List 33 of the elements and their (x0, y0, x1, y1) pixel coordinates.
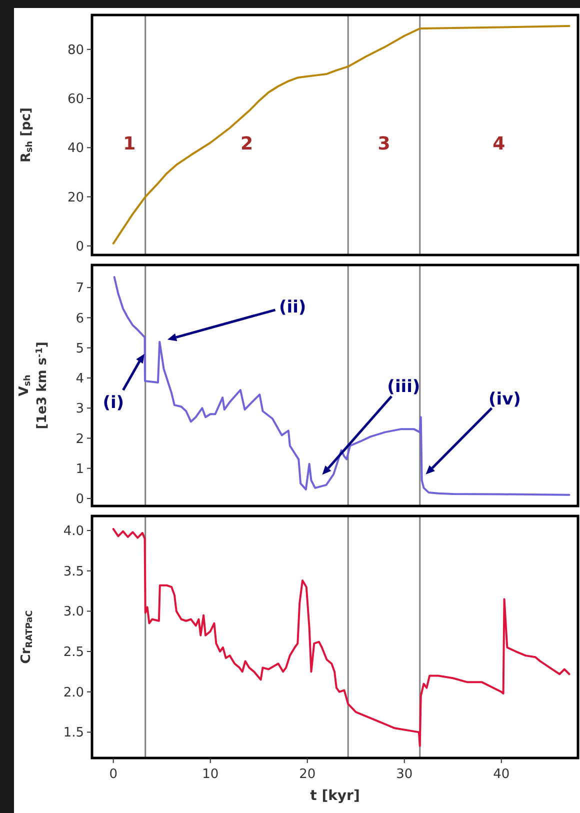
y-tick-label: 3.0 (63, 604, 84, 620)
annotation: (iii) (387, 376, 420, 397)
annotation: 4 (492, 133, 506, 154)
y-tick-label: 1 (76, 462, 84, 477)
annotation: (ii) (279, 297, 306, 318)
y-tick-label: 0 (76, 492, 84, 508)
annotation: 2 (240, 133, 253, 154)
y-tick-label: 6 (76, 311, 84, 326)
y-tick-label: 40 (67, 141, 84, 156)
annotation: (iv) (488, 389, 521, 410)
x-tick-label: 30 (396, 767, 413, 782)
annotation: (i) (102, 392, 124, 413)
y-tick-label: 2.5 (63, 645, 84, 660)
y-tick-label: 60 (67, 92, 84, 108)
x-tick-label: 0 (109, 767, 118, 782)
y-tick-label: 5 (76, 341, 84, 356)
x-tick-label: 20 (299, 767, 316, 782)
x-tick-label: 40 (493, 767, 510, 782)
y-tick-label: 3 (76, 402, 84, 417)
y-tick-label: 2.0 (63, 685, 84, 700)
y-tick-label: 3.5 (63, 564, 84, 580)
annotation: 1 (123, 133, 136, 154)
y-tick-label: 20 (67, 190, 84, 206)
y-tick-label: 2 (76, 432, 84, 447)
y-tick-label: 4 (76, 372, 84, 387)
y-tick-label: 80 (67, 42, 84, 58)
y-tick-label: 0 (76, 239, 84, 254)
y-tick-label: 1.5 (63, 726, 84, 741)
y-tick-label: 4.0 (63, 524, 84, 540)
y-tick-label: 7 (76, 281, 84, 296)
x-tick-label: 10 (202, 767, 219, 782)
annotation: 3 (378, 133, 390, 154)
x-axis-title: t [kyr] (310, 788, 360, 804)
